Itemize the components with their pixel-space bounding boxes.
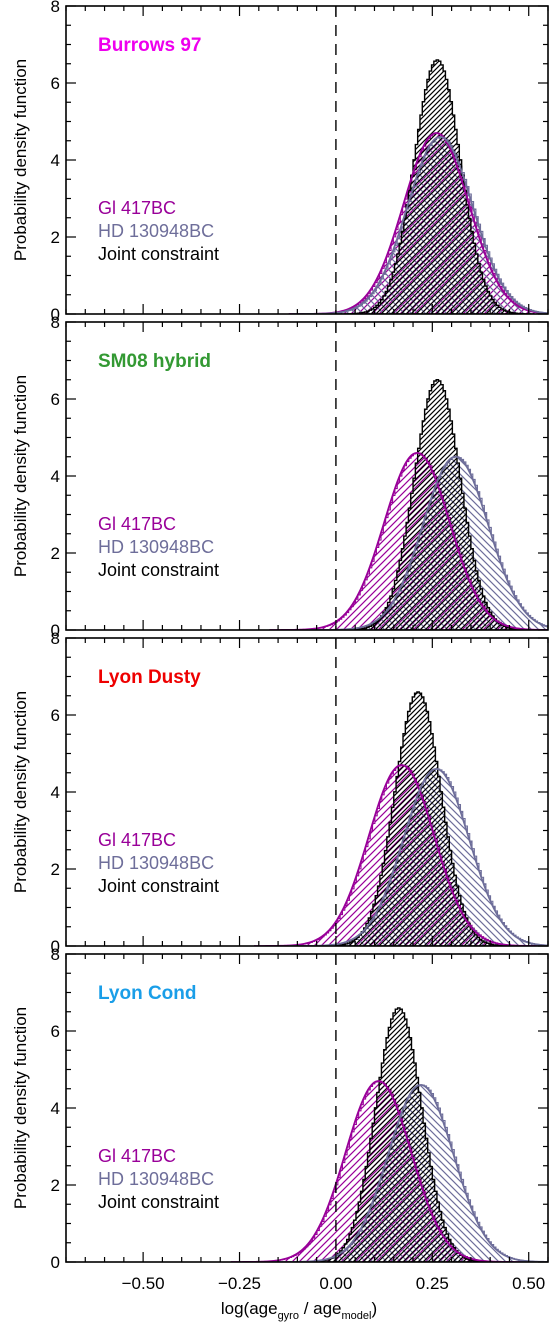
gaussian-curve (273, 1084, 548, 1262)
legend-entry: Joint constraint (98, 1192, 219, 1212)
gaussian-curve (230, 1080, 526, 1262)
panel-1: 0 2 4 6 8 Probability density function SM08 hy… (11, 313, 549, 640)
plot-area (253, 638, 548, 946)
y-tick-label: 4 (51, 1099, 60, 1118)
panels-group: 0 2 4 6 8 Probability density function Burrows… (11, 0, 549, 1322)
y-tick-label: 0 (51, 937, 60, 956)
y-tick-label: 2 (51, 544, 60, 563)
x-tick-label: 0.25 (416, 1274, 449, 1293)
panel-3: 0 2 4 6 8 Probability density function Lyon Co… (11, 945, 549, 1272)
legend-entry: Joint constraint (98, 560, 219, 580)
y-tick-label: 6 (51, 390, 60, 409)
legend-entry: Gl 417BC (98, 198, 176, 218)
y-axis-title: Probability density function (11, 1007, 30, 1209)
legend-entry: HD 130948BC (98, 853, 214, 873)
y-tick-label: 0 (51, 1253, 60, 1272)
y-tick-label: 2 (51, 1176, 60, 1195)
x-tick-label: 0.00 (319, 1274, 352, 1293)
x-axis-title: log(agegyro / agemodel) (221, 1299, 377, 1322)
panel-0: 0 2 4 6 8 Probability density function Burrows… (11, 0, 549, 324)
y-axis-title: Probability density function (11, 691, 30, 893)
model-label: Lyon Cond (98, 983, 197, 1004)
plot-area (230, 954, 548, 1262)
plot-area (288, 6, 548, 314)
histogram-joint-constraint (319, 691, 515, 946)
gaussian-curve (269, 452, 548, 630)
model-label: Lyon Dusty (98, 667, 201, 688)
legend-entry: Joint constraint (98, 876, 219, 896)
legend-entry: Joint constraint (98, 244, 219, 264)
y-tick-label: 0 (51, 621, 60, 640)
y-tick-label: 8 (51, 945, 60, 964)
plot-area (269, 322, 548, 630)
y-tick-label: 6 (51, 74, 60, 93)
y-tick-label: 8 (51, 0, 60, 16)
legend-entry: Gl 417BC (98, 830, 176, 850)
y-axis-title: Probability density function (11, 375, 30, 577)
legend-entry: Gl 417BC (98, 1146, 176, 1166)
x-tick-label: 0.50 (512, 1274, 545, 1293)
model-label: SM08 hybrid (98, 351, 211, 372)
gaussian-curve (253, 764, 548, 946)
x-tick-label: −0.25 (218, 1274, 261, 1293)
legend-entry: HD 130948BC (98, 1169, 214, 1189)
y-tick-label: 2 (51, 860, 60, 879)
y-tick-label: 4 (51, 783, 60, 802)
legend-entry: Gl 417BC (98, 514, 176, 534)
y-tick-label: 6 (51, 1022, 60, 1041)
y-tick-label: 8 (51, 313, 60, 332)
legend-entry: HD 130948BC (98, 221, 214, 241)
legend-entry: HD 130948BC (98, 537, 214, 557)
histogram-joint-constraint (338, 59, 535, 314)
model-label: Burrows 97 (98, 35, 201, 56)
y-tick-label: 8 (51, 629, 60, 648)
y-tick-label: 4 (51, 151, 60, 170)
gaussian-curve (307, 455, 548, 630)
y-tick-label: 2 (51, 228, 60, 247)
y-axis-title: Probability density function (11, 59, 30, 261)
x-tick-label: −0.50 (122, 1274, 165, 1293)
y-tick-label: 4 (51, 467, 60, 486)
panel-2: 0 2 4 6 8 Probability density function Lyon Du… (11, 629, 549, 956)
gaussian-curve (288, 768, 548, 946)
gaussian-curve (292, 136, 548, 314)
y-tick-label: 6 (51, 706, 60, 725)
y-tick-label: 0 (51, 305, 60, 324)
